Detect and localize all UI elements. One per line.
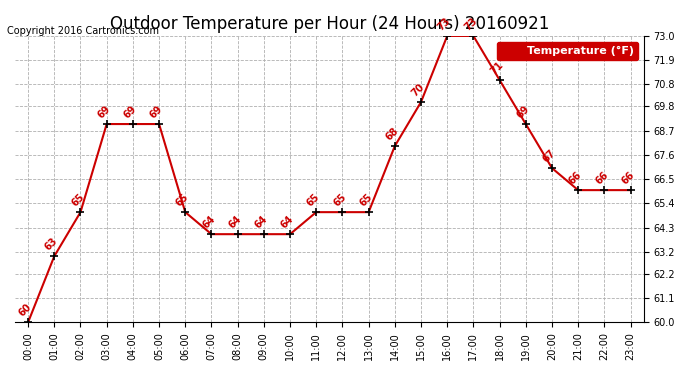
Text: 64: 64	[200, 214, 217, 231]
Text: 69: 69	[515, 104, 531, 120]
Text: 65: 65	[357, 192, 374, 208]
Text: 65: 65	[174, 192, 190, 208]
Text: 64: 64	[226, 214, 243, 231]
Text: 70: 70	[410, 82, 426, 99]
Text: 65: 65	[331, 192, 348, 208]
Text: 66: 66	[620, 170, 636, 187]
Text: 64: 64	[253, 214, 269, 231]
Text: 69: 69	[148, 104, 165, 120]
Text: 69: 69	[96, 104, 112, 120]
Text: 71: 71	[489, 60, 505, 76]
Text: 67: 67	[541, 148, 558, 165]
Text: Copyright 2016 Cartronics.com: Copyright 2016 Cartronics.com	[7, 26, 159, 36]
Text: 73: 73	[462, 16, 479, 32]
Text: 64: 64	[279, 214, 295, 231]
Text: 66: 66	[593, 170, 610, 187]
Text: 65: 65	[70, 192, 86, 208]
Text: 66: 66	[567, 170, 584, 187]
Text: 63: 63	[43, 236, 60, 253]
Text: 68: 68	[384, 126, 400, 142]
Title: Outdoor Temperature per Hour (24 Hours) 20160921: Outdoor Temperature per Hour (24 Hours) …	[110, 15, 549, 33]
Text: 65: 65	[305, 192, 322, 208]
Text: 60: 60	[17, 302, 34, 319]
Text: 73: 73	[436, 16, 453, 32]
Legend: Temperature (°F): Temperature (°F)	[497, 42, 638, 60]
Text: 69: 69	[121, 104, 139, 120]
